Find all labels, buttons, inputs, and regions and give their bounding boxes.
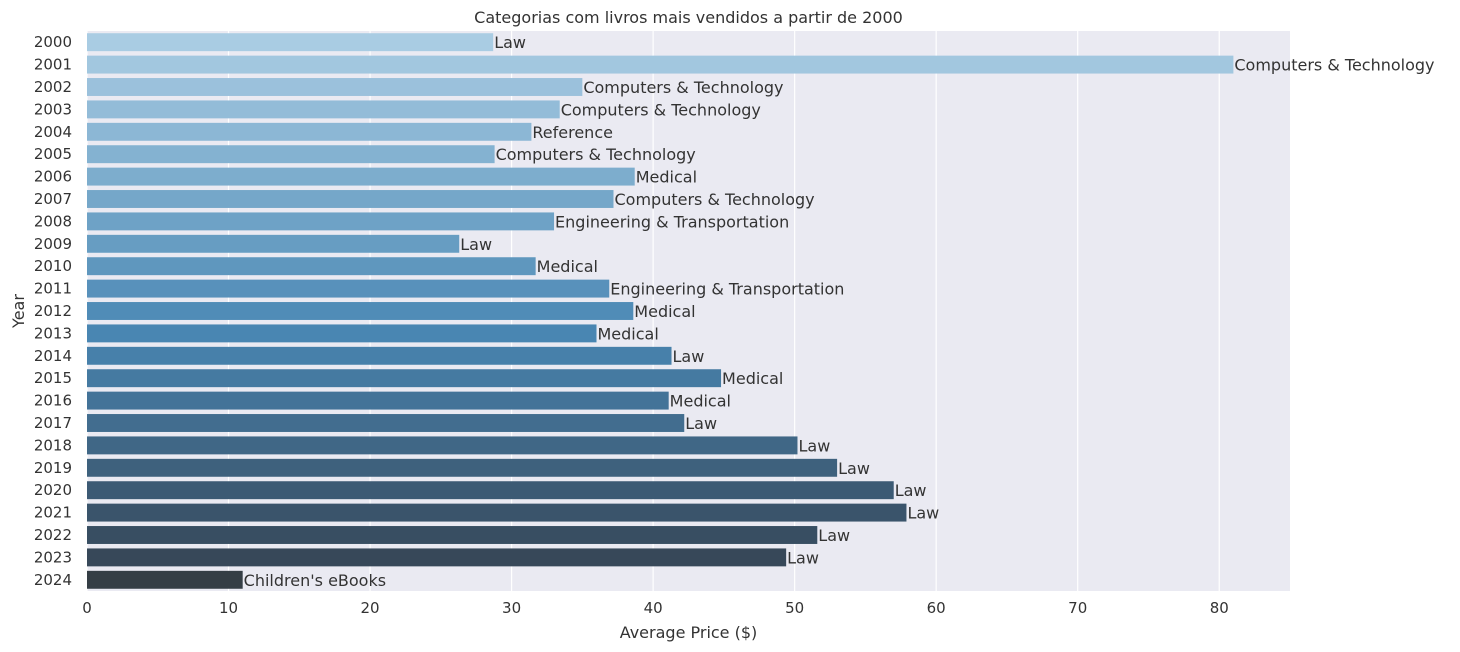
y-tick-label: 2005: [34, 145, 72, 163]
bar-label: Computers & Technology: [1234, 56, 1434, 75]
bar: [87, 122, 532, 141]
y-tick-label: 2000: [34, 33, 72, 51]
bar: [87, 145, 495, 164]
y-tick-label: 2016: [34, 392, 72, 410]
bar: [87, 548, 787, 567]
bar: [87, 167, 635, 186]
bar: [87, 414, 685, 432]
y-tick-label: 2004: [34, 123, 72, 141]
chart-title: Categorias com livros mais vendidos a pa…: [474, 8, 903, 27]
bar-label: Medical: [722, 369, 783, 388]
bar-label: Law: [818, 526, 850, 545]
bar: [87, 302, 634, 320]
y-tick-label: 2023: [34, 548, 72, 566]
y-tick-label: 2014: [34, 347, 72, 365]
bar-label: Law: [494, 33, 526, 52]
bar: [87, 436, 798, 455]
bars: [87, 33, 1234, 589]
bar: [87, 33, 494, 52]
bar-label: Law: [895, 481, 927, 500]
x-tick-label: 80: [1210, 599, 1229, 617]
y-tick-label: 2010: [34, 257, 72, 275]
bar: [87, 458, 838, 477]
bar-label: Computers & Technology: [614, 190, 814, 209]
x-tick-label: 10: [219, 599, 238, 617]
bar-label: Medical: [598, 324, 659, 343]
bar: [87, 212, 555, 231]
bar: [87, 100, 560, 119]
bar: [87, 481, 894, 500]
bar-label: Engineering & Transportation: [555, 212, 789, 231]
bar-label: Medical: [634, 302, 695, 321]
y-tick-label: 2015: [34, 369, 72, 387]
bar-label: Computers & Technology: [583, 78, 783, 97]
x-axis-title: Average Price ($): [620, 623, 758, 642]
y-tick-label: 2018: [34, 436, 72, 454]
bar: [87, 346, 672, 365]
x-tick-label: 70: [1068, 599, 1087, 617]
bar: [87, 570, 243, 589]
bar: [87, 526, 818, 544]
y-tick-label: 2006: [34, 168, 72, 186]
x-tick-label: 20: [361, 599, 380, 617]
y-tick-label: 2002: [34, 78, 72, 96]
bar-label: Medical: [670, 392, 731, 411]
y-axis-title: Year: [9, 294, 28, 329]
y-tick-label: 2024: [34, 571, 72, 589]
bar-label: Law: [787, 548, 819, 567]
bar-label: Law: [685, 414, 717, 433]
bar: [87, 369, 722, 388]
bar-label: Computers & Technology: [561, 100, 761, 119]
y-tick-label: 2013: [34, 324, 72, 342]
y-tick-label: 2012: [34, 302, 72, 320]
y-tick-label: 2003: [34, 100, 72, 118]
bar: [87, 324, 597, 343]
y-tick-label: 2022: [34, 526, 72, 544]
x-tick-label: 60: [927, 599, 946, 617]
x-tick-label: 40: [644, 599, 663, 617]
bar: [87, 391, 669, 410]
x-tick-label: 0: [82, 599, 92, 617]
x-tick-label: 30: [502, 599, 521, 617]
y-tick-label: 2019: [34, 459, 72, 477]
bar-label: Engineering & Transportation: [610, 280, 844, 299]
bar: [87, 78, 583, 96]
bar-label: Children's eBooks: [244, 571, 386, 590]
y-tick-label: 2020: [34, 481, 72, 499]
y-tick-label: 2021: [34, 504, 72, 522]
bar-label: Law: [798, 436, 830, 455]
bar-label: Law: [907, 504, 939, 523]
y-tick-label: 2017: [34, 414, 72, 432]
bar: [87, 234, 460, 253]
y-tick-label: 2001: [34, 56, 72, 74]
bar-label: Medical: [636, 168, 697, 187]
y-axis-ticks: 2000 2001 2002 2003 2004 2005 2006 2007 2008 2009…: [34, 33, 72, 589]
bar: [87, 55, 1234, 74]
y-tick-label: 2011: [34, 280, 72, 298]
bar: [87, 190, 614, 208]
bar-label: Law: [673, 347, 705, 366]
y-tick-label: 2008: [34, 212, 72, 230]
bar: [87, 257, 536, 276]
bar-labels: Law Computers & Technology Computers & Tec…: [244, 33, 1435, 590]
bar-label: Law: [838, 459, 870, 478]
bar: [87, 503, 907, 522]
bar-label: Medical: [537, 257, 598, 276]
y-tick-label: 2007: [34, 190, 72, 208]
x-axis-ticks: 0 10 20 30 40 50 60 70 80: [82, 599, 1229, 617]
bar: [87, 279, 610, 298]
y-tick-label: 2009: [34, 235, 72, 253]
x-tick-label: 50: [785, 599, 804, 617]
bar-label: Law: [460, 235, 492, 254]
bar-label: Reference: [532, 123, 613, 142]
bar-label: Computers & Technology: [496, 145, 696, 164]
